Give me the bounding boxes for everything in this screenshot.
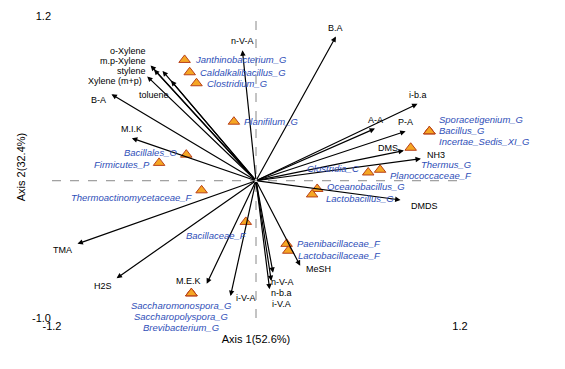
svg-text:Brevibacterium_G: Brevibacterium_G bbox=[143, 322, 219, 333]
svg-text:Thermus_G: Thermus_G bbox=[421, 159, 471, 170]
svg-text:Axis 2(32.4%): Axis 2(32.4%) bbox=[15, 133, 27, 201]
svg-text:-1.0: -1.0 bbox=[32, 312, 51, 324]
svg-text:stylene: stylene bbox=[117, 66, 146, 76]
svg-text:m.p-Xylene: m.p-Xylene bbox=[100, 56, 146, 66]
svg-text:Planococcaceae_F: Planococcaceae_F bbox=[390, 170, 472, 181]
svg-text:Sporacetigenium_G: Sporacetigenium_G bbox=[439, 114, 523, 125]
svg-text:DMDS: DMDS bbox=[411, 201, 438, 211]
svg-text:Lactobacillaceae_F: Lactobacillaceae_F bbox=[298, 250, 381, 261]
svg-text:B.A: B.A bbox=[328, 23, 343, 33]
svg-text:A-A: A-A bbox=[368, 115, 383, 125]
svg-text:Xylene (m+p): Xylene (m+p) bbox=[88, 76, 142, 86]
svg-text:H2S: H2S bbox=[94, 281, 112, 291]
svg-text:n-V-A: n-V-A bbox=[271, 277, 294, 287]
svg-text:Incertae_Sedis_XI_G: Incertae_Sedis_XI_G bbox=[439, 136, 529, 147]
svg-text:i-V-A: i-V-A bbox=[236, 293, 256, 303]
svg-text:Axis 1(52.6%): Axis 1(52.6%) bbox=[222, 333, 290, 345]
svg-text:P-A: P-A bbox=[398, 117, 413, 127]
svg-text:Saccharomonospora_G: Saccharomonospora_G bbox=[131, 300, 231, 311]
svg-text:TMA: TMA bbox=[53, 245, 72, 255]
svg-text:B-A: B-A bbox=[91, 95, 106, 105]
svg-text:Bacillaceae_F: Bacillaceae_F bbox=[186, 230, 247, 241]
svg-text:Clostridia_C: Clostridia_C bbox=[307, 163, 359, 174]
svg-text:n-b.a: n-b.a bbox=[271, 288, 292, 298]
svg-text:i-b.a: i-b.a bbox=[409, 90, 427, 100]
svg-text:Bacillales_O: Bacillales_O bbox=[124, 147, 177, 158]
svg-text:-1.2: -1.2 bbox=[43, 320, 62, 332]
svg-text:Bacillus_G: Bacillus_G bbox=[439, 125, 484, 136]
svg-text:Janthinobacterium_G: Janthinobacterium_G bbox=[195, 54, 286, 65]
svg-text:i-V.A: i-V.A bbox=[272, 299, 291, 309]
svg-text:M.E.K: M.E.K bbox=[176, 276, 201, 286]
svg-text:Caldalkalibacillus_G: Caldalkalibacillus_G bbox=[200, 67, 286, 78]
svg-text:Paenibacillaceae_F: Paenibacillaceae_F bbox=[297, 238, 381, 249]
svg-text:Thermoactinomycetaceae_F: Thermoactinomycetaceae_F bbox=[71, 192, 193, 203]
svg-text:DMS: DMS bbox=[378, 143, 398, 153]
svg-text:1.2: 1.2 bbox=[452, 320, 467, 332]
svg-text:toluene: toluene bbox=[139, 90, 169, 100]
svg-text:Planifilum_G: Planifilum_G bbox=[244, 116, 298, 127]
svg-text:Saccharopolyspora_G: Saccharopolyspora_G bbox=[134, 311, 228, 322]
svg-text:M.I.K: M.I.K bbox=[121, 124, 142, 134]
svg-text:o-Xylene: o-Xylene bbox=[110, 46, 146, 56]
svg-text:n-V-A: n-V-A bbox=[231, 36, 254, 46]
svg-text:MeSH: MeSH bbox=[306, 264, 331, 274]
svg-text:Lactobacillus_G: Lactobacillus_G bbox=[326, 193, 394, 204]
svg-text:Clostridium_G: Clostridium_G bbox=[207, 78, 267, 89]
svg-text:1.2: 1.2 bbox=[36, 10, 51, 22]
svg-text:Firmicutes_P: Firmicutes_P bbox=[94, 159, 150, 170]
svg-text:Oceanobacillus_G: Oceanobacillus_G bbox=[327, 181, 405, 192]
svg-text:NH3: NH3 bbox=[427, 150, 445, 160]
